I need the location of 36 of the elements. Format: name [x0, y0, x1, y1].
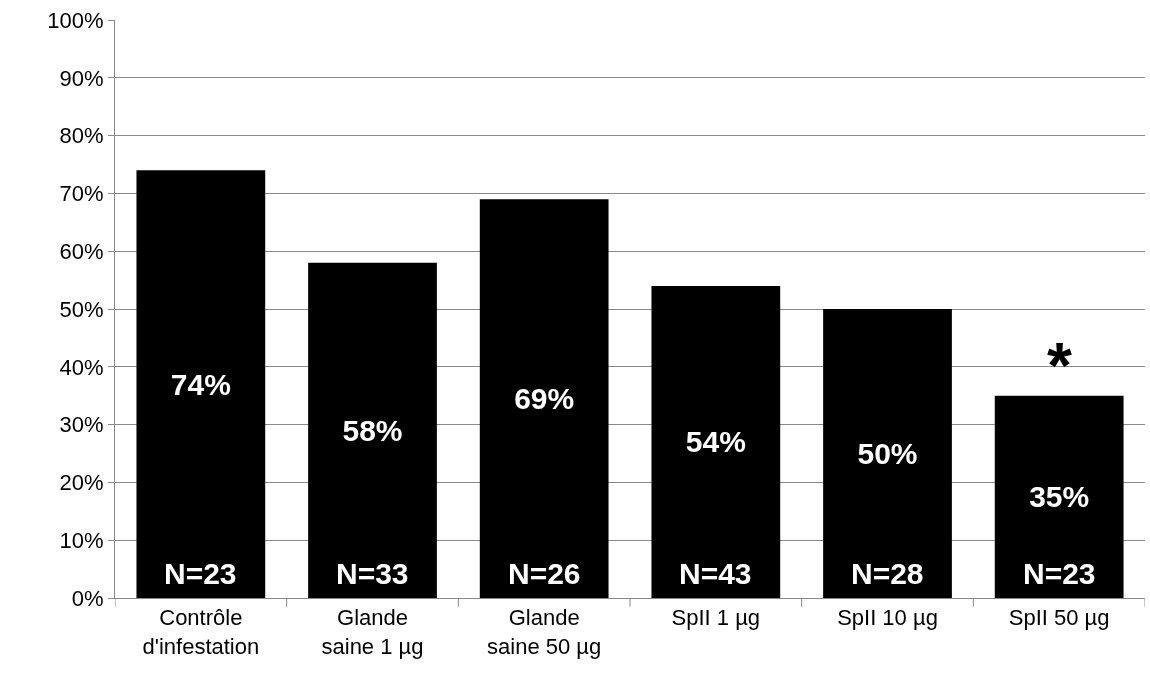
- y-tick-label: 90%: [59, 65, 104, 91]
- y-tick-label: 70%: [59, 181, 104, 207]
- annotation: N=28: [851, 557, 924, 590]
- data-label: 35%: [1029, 480, 1090, 514]
- data-label: 69%: [514, 382, 575, 416]
- x-tick-label: SpII 1 µg: [671, 605, 761, 631]
- x-tick-label: Glande saine 50 µg: [487, 605, 602, 659]
- annotation: N=23: [164, 557, 237, 590]
- data-label: 50%: [857, 437, 918, 470]
- y-tick-label: 20%: [59, 470, 104, 496]
- y-tick-label: 30%: [59, 412, 104, 438]
- bar: [823, 309, 952, 598]
- bar: [308, 262, 437, 598]
- y-tick-label: 100%: [47, 7, 104, 33]
- y-tick-label: 50%: [59, 296, 104, 322]
- annotation: N=43: [679, 557, 752, 590]
- bar: [651, 285, 781, 598]
- bar: [479, 199, 609, 598]
- data-label: 74%: [170, 367, 231, 401]
- y-tick-label: 80%: [59, 123, 104, 149]
- bar: [994, 395, 1124, 598]
- y-tick-label: 40%: [59, 354, 104, 380]
- annotation: N=23: [1023, 557, 1096, 590]
- annotation: N=33: [336, 557, 409, 590]
- bar: [136, 170, 266, 598]
- x-tick-label: Contrôle d'infestation: [142, 605, 260, 659]
- y-tick-label: 60%: [59, 238, 104, 264]
- x-tick-label: SpII 10 µg: [837, 605, 938, 631]
- y-tick-label: 10%: [59, 527, 104, 553]
- data-label: 54%: [685, 425, 746, 459]
- annotation: N=26: [508, 557, 581, 590]
- y-tick-label: 0%: [71, 585, 104, 611]
- annotation: *: [1047, 330, 1072, 402]
- x-tick-label: Glande saine 1 µg: [321, 605, 424, 659]
- x-tick-label: SpII 50 µg: [1008, 605, 1110, 631]
- data-label: 58%: [342, 413, 403, 447]
